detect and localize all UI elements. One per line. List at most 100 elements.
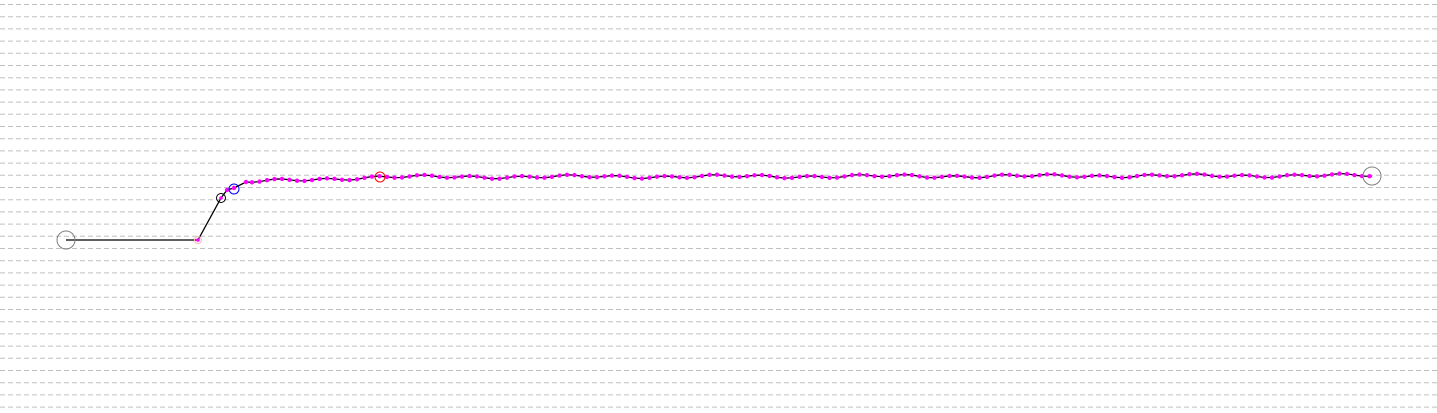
sample-point bbox=[1277, 174, 1282, 179]
sample-point bbox=[677, 175, 682, 180]
sample-point bbox=[369, 174, 375, 179]
sample-point bbox=[347, 177, 352, 183]
sample-point bbox=[692, 175, 697, 180]
sample-point bbox=[324, 176, 330, 181]
sample-point bbox=[482, 175, 487, 180]
sample-point bbox=[399, 175, 405, 180]
sample-point bbox=[354, 177, 360, 182]
sample-point bbox=[279, 176, 285, 182]
sample-point bbox=[894, 172, 900, 178]
sample-point bbox=[444, 175, 450, 180]
sample-point bbox=[1187, 172, 1192, 177]
sample-point bbox=[1134, 173, 1140, 179]
sample-point bbox=[902, 172, 907, 177]
trace-line bbox=[66, 172, 1373, 241]
sample-point bbox=[542, 175, 547, 180]
sample-point bbox=[1149, 172, 1155, 177]
sample-point bbox=[1089, 173, 1095, 179]
sample-point bbox=[1352, 172, 1357, 178]
sample-point bbox=[909, 172, 915, 178]
sample-point bbox=[407, 174, 412, 179]
sample-point bbox=[287, 177, 292, 182]
sample-point bbox=[332, 176, 337, 182]
sample-point bbox=[1202, 172, 1207, 177]
sample-point bbox=[489, 176, 495, 181]
sample-point bbox=[249, 180, 255, 185]
sample-point bbox=[1119, 175, 1125, 180]
sample-point bbox=[812, 173, 817, 179]
sample-point bbox=[1127, 175, 1132, 180]
sample-point bbox=[1307, 173, 1312, 179]
sample-point bbox=[339, 177, 345, 182]
sample-point bbox=[1112, 174, 1117, 180]
sample-point bbox=[467, 173, 472, 179]
sample-point bbox=[1052, 172, 1057, 177]
sample-point bbox=[429, 173, 435, 178]
sample-point bbox=[887, 173, 892, 179]
sample-point bbox=[196, 238, 200, 242]
sample-point bbox=[1292, 172, 1297, 177]
sample-point bbox=[557, 173, 562, 178]
sample-point bbox=[579, 174, 585, 179]
sample-point bbox=[1314, 174, 1320, 179]
grid-lines bbox=[0, 4, 1437, 408]
sample-point bbox=[1209, 173, 1215, 179]
sample-point bbox=[1029, 173, 1035, 179]
sample-point bbox=[1247, 173, 1252, 178]
sample-point bbox=[819, 174, 825, 180]
sample-point bbox=[737, 174, 742, 180]
sample-point bbox=[294, 178, 300, 183]
sample-point bbox=[984, 174, 990, 180]
sample-point bbox=[932, 175, 937, 180]
sample-point bbox=[1037, 172, 1042, 178]
sample-point bbox=[782, 175, 787, 181]
sample-point bbox=[654, 174, 660, 179]
sample-point bbox=[474, 174, 480, 179]
trace bbox=[56, 166, 1382, 250]
sample-point bbox=[452, 175, 457, 180]
sample-point bbox=[1194, 171, 1200, 177]
sample-point bbox=[617, 173, 622, 178]
sample-point bbox=[722, 173, 727, 178]
sample-point bbox=[1074, 175, 1080, 180]
sample-point bbox=[1367, 174, 1372, 179]
sample-point bbox=[272, 176, 277, 182]
sample-point bbox=[224, 187, 230, 193]
sample-point bbox=[1337, 171, 1342, 176]
sample-point bbox=[1262, 175, 1267, 180]
sample-point bbox=[1104, 173, 1110, 179]
waypoint-marker bbox=[374, 171, 386, 183]
sample-point bbox=[774, 175, 780, 180]
sample-point bbox=[564, 172, 570, 177]
sample-point bbox=[827, 175, 832, 180]
sample-point bbox=[1322, 173, 1327, 178]
sample-point bbox=[1157, 173, 1162, 178]
sample-point bbox=[587, 174, 592, 180]
sample-point bbox=[384, 174, 390, 180]
sample-point bbox=[414, 173, 420, 178]
sample-point bbox=[1097, 173, 1102, 178]
sample-point bbox=[362, 175, 367, 181]
sample-point bbox=[1082, 174, 1087, 179]
sample-point bbox=[857, 172, 862, 177]
sample-point bbox=[999, 172, 1005, 177]
start-marker bbox=[56, 230, 76, 250]
sample-point bbox=[594, 174, 600, 180]
sample-point bbox=[879, 174, 885, 179]
sample-point bbox=[1179, 173, 1185, 178]
sample-point bbox=[962, 174, 967, 179]
sample-point bbox=[1044, 172, 1050, 177]
sample-point bbox=[947, 173, 952, 179]
sample-point bbox=[924, 175, 930, 180]
sample-point bbox=[1172, 174, 1177, 179]
sample-point bbox=[231, 185, 237, 191]
sample-point bbox=[699, 173, 705, 179]
sample-point bbox=[872, 173, 877, 179]
sample-point bbox=[1239, 172, 1245, 178]
sample-point bbox=[752, 173, 757, 178]
sample-point bbox=[1059, 173, 1065, 178]
sample-point bbox=[804, 173, 810, 179]
sample-point bbox=[1067, 174, 1072, 179]
sample-point bbox=[744, 174, 750, 179]
